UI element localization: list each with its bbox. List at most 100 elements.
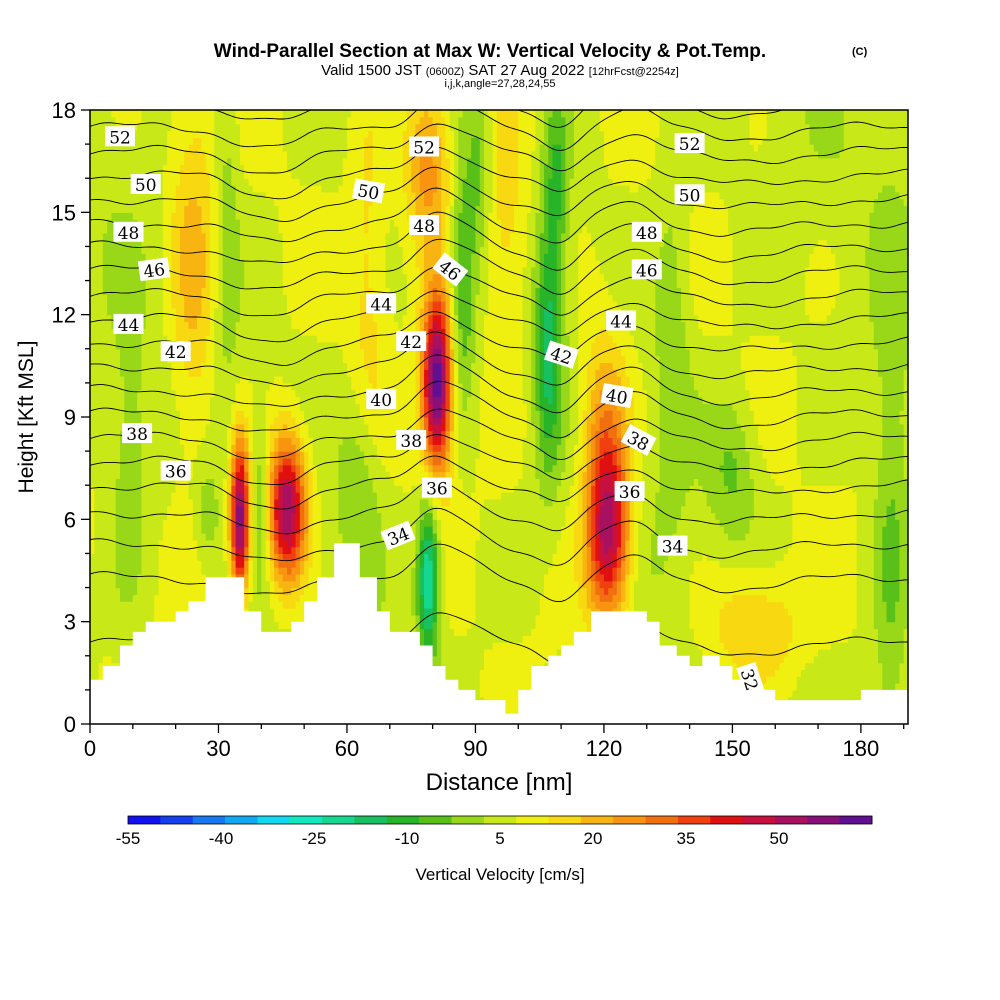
contour-label-9: 50 bbox=[352, 178, 386, 205]
velocity-cell-1267 bbox=[556, 492, 571, 500]
velocity-cell-3613 bbox=[214, 130, 241, 138]
velocity-cell-575 bbox=[638, 573, 691, 582]
velocity-cell-339 bbox=[475, 608, 541, 616]
velocity-cell-2329 bbox=[205, 348, 215, 357]
velocity-cell-3479 bbox=[364, 157, 374, 166]
velocity-cell-1239 bbox=[231, 492, 237, 500]
velocity-cell-640 bbox=[201, 560, 228, 568]
velocity-cell-432 bbox=[856, 594, 875, 602]
velocity-cell-150 bbox=[805, 662, 883, 671]
velocity-cell-1029 bbox=[582, 519, 588, 527]
contour-label-text: 50 bbox=[356, 181, 381, 204]
velocity-cell-1417 bbox=[119, 471, 142, 479]
velocity-cell-3719 bbox=[561, 110, 575, 118]
velocity-cell-1052 bbox=[115, 512, 142, 520]
velocity-cell-590 bbox=[248, 567, 254, 575]
velocity-cell-1012 bbox=[291, 519, 297, 527]
velocity-cell-1909 bbox=[612, 417, 622, 425]
velocity-cell-1923 bbox=[179, 410, 211, 418]
velocity-cell-431 bbox=[766, 594, 858, 602]
velocity-cell-1567 bbox=[454, 457, 459, 466]
velocity-cell-2884 bbox=[488, 266, 524, 275]
velocity-cell-917 bbox=[629, 532, 635, 541]
colorbar-swatch-1 bbox=[160, 816, 194, 824]
velocity-cell-3420 bbox=[479, 171, 485, 179]
velocity-cell-1559 bbox=[381, 457, 421, 466]
velocity-cell-3081 bbox=[424, 232, 442, 241]
velocity-cell-820 bbox=[244, 539, 250, 548]
velocity-cell-2598 bbox=[184, 307, 202, 316]
velocity-cell-1969 bbox=[124, 403, 138, 411]
velocity-cell-2939 bbox=[809, 260, 836, 268]
velocity-cell-2145 bbox=[642, 382, 661, 391]
velocity-cell-2980 bbox=[732, 253, 811, 261]
velocity-cell-1974 bbox=[252, 403, 267, 411]
velocity-cell-1579 bbox=[595, 457, 601, 466]
velocity-cell-2776 bbox=[145, 280, 164, 288]
velocity-cell-3635 bbox=[659, 130, 751, 138]
y-tick-label: 12 bbox=[52, 303, 76, 328]
velocity-cell-192 bbox=[818, 648, 879, 657]
velocity-cell-1522 bbox=[621, 464, 626, 473]
velocity-cell-1822 bbox=[141, 423, 181, 432]
velocity-cell-3415 bbox=[441, 171, 451, 179]
velocity-cell-3144 bbox=[672, 225, 691, 234]
velocity-cell-872 bbox=[162, 532, 194, 541]
velocity-cell-1562 bbox=[428, 457, 434, 466]
velocity-cell-735 bbox=[612, 553, 618, 561]
velocity-cell-855 bbox=[616, 539, 622, 548]
velocity-cell-3554 bbox=[445, 144, 455, 152]
velocity-cell-1534 bbox=[903, 464, 908, 473]
velocity-cell-2602 bbox=[222, 307, 241, 316]
velocity-cell-2684 bbox=[835, 301, 871, 309]
velocity-cell-3070 bbox=[171, 232, 181, 241]
velocity-cell-3065 bbox=[869, 239, 908, 248]
velocity-cell-2176 bbox=[522, 376, 532, 384]
velocity-cell-1301 bbox=[235, 485, 245, 493]
velocity-cell-1748 bbox=[578, 437, 584, 445]
velocity-cell-1824 bbox=[205, 423, 228, 432]
velocity-cell-2211 bbox=[432, 369, 442, 377]
velocity-cell-3245 bbox=[513, 205, 532, 213]
velocity-cell-1902 bbox=[561, 417, 571, 425]
velocity-cell-3216 bbox=[561, 212, 566, 220]
velocity-cell-1681 bbox=[441, 444, 447, 452]
velocity-cell-2478 bbox=[462, 328, 472, 336]
velocity-cell-2757 bbox=[488, 287, 524, 295]
velocity-cell-3686 bbox=[518, 116, 536, 125]
velocity-cell-2075 bbox=[449, 389, 455, 398]
velocity-cell-2027 bbox=[441, 396, 447, 404]
velocity-cell-695 bbox=[158, 553, 198, 561]
velocity-cell-942 bbox=[248, 526, 254, 534]
velocity-cell-943 bbox=[252, 526, 258, 534]
velocity-cell-966 bbox=[479, 526, 562, 534]
velocity-cell-2967 bbox=[488, 253, 528, 261]
velocity-cell-913 bbox=[612, 532, 618, 541]
velocity-cell-1309 bbox=[274, 485, 280, 493]
velocity-cell-1237 bbox=[222, 492, 228, 500]
contour-label-text: 50 bbox=[135, 176, 157, 196]
velocity-cell-2619 bbox=[471, 307, 477, 316]
velocity-cell-2753 bbox=[454, 287, 459, 295]
velocity-cell-3080 bbox=[411, 232, 425, 241]
velocity-cell-3277 bbox=[484, 198, 494, 207]
velocity-cell-1593 bbox=[796, 457, 879, 466]
velocity-cell-1264 bbox=[471, 492, 502, 500]
contour-label-text: 44 bbox=[118, 316, 140, 336]
velocity-cell-3431 bbox=[573, 171, 609, 179]
velocity-cell-533 bbox=[137, 573, 160, 582]
velocity-cell-1021 bbox=[415, 519, 421, 527]
velocity-cell-1654 bbox=[903, 451, 908, 459]
velocity-cell-2443 bbox=[552, 335, 558, 343]
velocity-cell-899 bbox=[415, 532, 421, 541]
velocity-cell-3466 bbox=[573, 164, 609, 172]
velocity-cell-3442 bbox=[287, 164, 344, 172]
velocity-cell-3004 bbox=[458, 246, 477, 254]
velocity-cell-1695 bbox=[591, 444, 596, 452]
velocity-cell-2437 bbox=[484, 335, 524, 343]
velocity-cell-2434 bbox=[462, 335, 468, 343]
velocity-cell-2195 bbox=[882, 376, 905, 384]
velocity-cell-2610 bbox=[419, 307, 425, 316]
velocity-cell-951 bbox=[291, 526, 297, 534]
velocity-cell-2734 bbox=[171, 287, 181, 295]
